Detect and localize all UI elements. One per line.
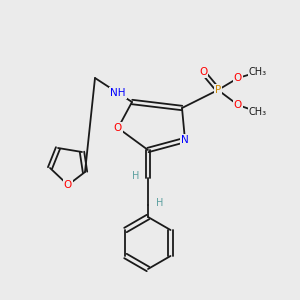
Text: CH₃: CH₃ bbox=[249, 67, 267, 77]
Text: CH₃: CH₃ bbox=[249, 107, 267, 117]
Text: O: O bbox=[234, 73, 242, 83]
Text: O: O bbox=[64, 180, 72, 190]
Text: H: H bbox=[156, 198, 164, 208]
Text: N: N bbox=[181, 135, 189, 145]
Text: O: O bbox=[199, 67, 207, 77]
Text: P: P bbox=[215, 85, 221, 95]
Text: NH: NH bbox=[110, 88, 126, 98]
Text: O: O bbox=[234, 100, 242, 110]
Text: O: O bbox=[114, 123, 122, 133]
Text: H: H bbox=[132, 171, 140, 181]
